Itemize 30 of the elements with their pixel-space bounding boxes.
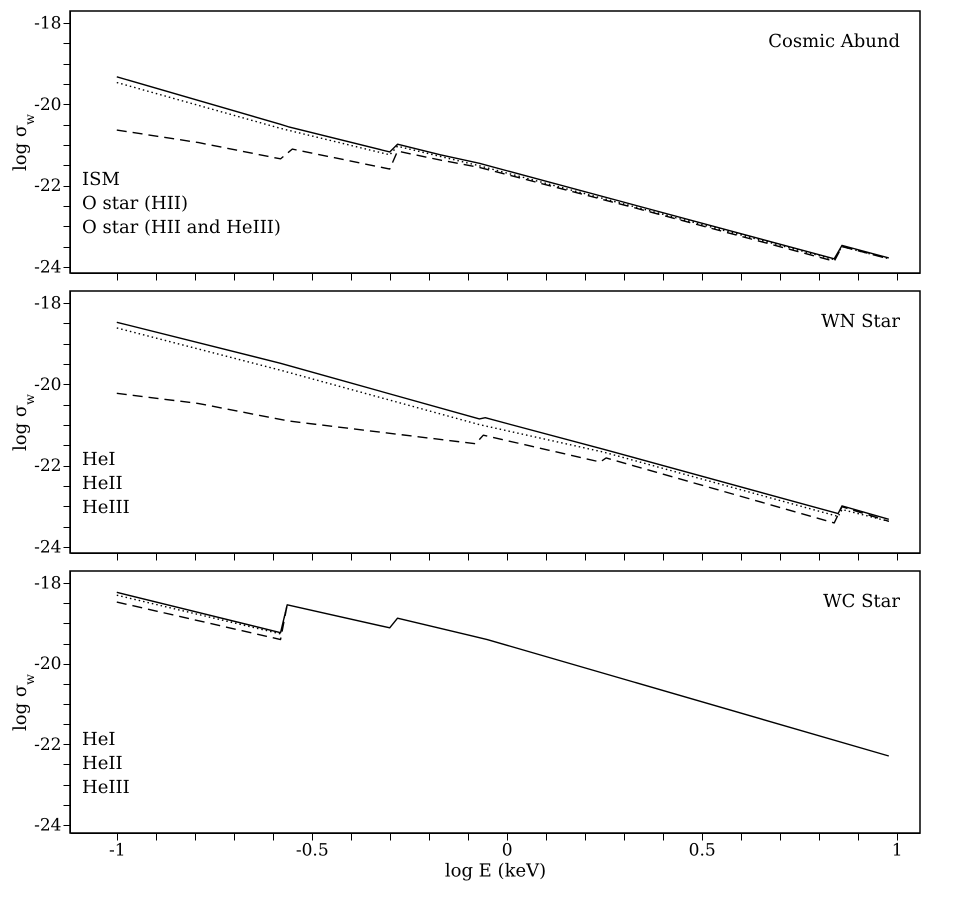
annotation: HeII: [82, 473, 123, 494]
annotation: O star (HII and HeIII): [82, 217, 281, 238]
x-tick-label: 0: [502, 840, 513, 860]
y-tick-label: -24: [34, 815, 62, 836]
y-tick-label: -22: [34, 734, 62, 755]
y-tick-label: -18: [34, 14, 62, 34]
x-tick-label: -0.5: [296, 840, 329, 860]
y-tick-label: -18: [34, 574, 62, 594]
x-tick-label: 1: [892, 840, 903, 860]
y-tick-label: -18: [34, 294, 62, 314]
y-tick-label: -24: [34, 257, 62, 278]
x-axis-title: log E (keV): [444, 860, 546, 882]
annotation: O star (HII): [82, 193, 188, 214]
annotation: HeII: [82, 753, 123, 774]
annotation: Cosmic Abund: [768, 31, 900, 52]
y-tick-label: -24: [34, 537, 62, 558]
x-tick-label: -1: [109, 840, 126, 860]
y-tick-label: -20: [34, 94, 62, 115]
annotation: HeI: [82, 449, 116, 470]
annotation: HeIII: [82, 497, 130, 518]
y-tick-label: -22: [34, 456, 62, 476]
annotation: HeIII: [82, 777, 130, 798]
annotation: HeI: [82, 729, 116, 750]
y-tick-label: -20: [34, 374, 62, 395]
annotation: WC Star: [823, 591, 900, 612]
annotation: WN Star: [821, 311, 900, 332]
y-tick-label: -22: [34, 176, 62, 196]
y-tick-label: -20: [34, 654, 62, 674]
annotation: ISM: [82, 169, 120, 190]
x-tick-label: 0.5: [688, 840, 716, 860]
